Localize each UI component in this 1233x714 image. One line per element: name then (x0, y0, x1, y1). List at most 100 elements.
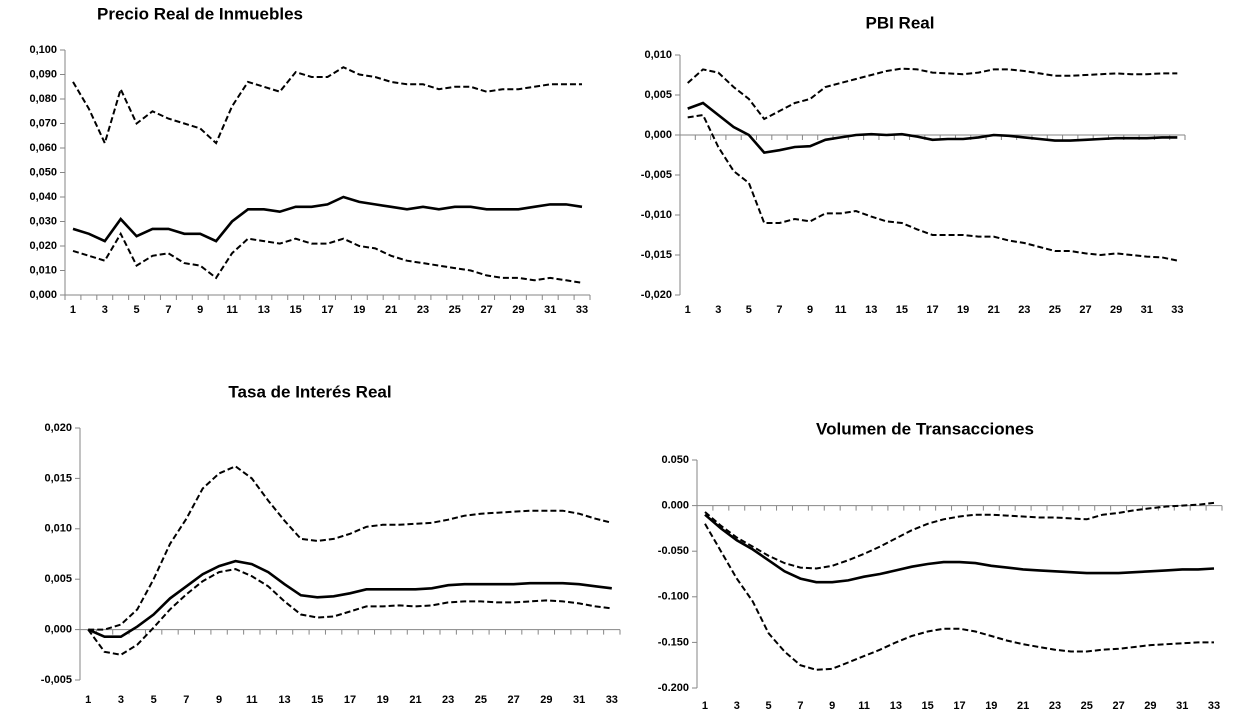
x-tick-label: 23 (1049, 700, 1061, 712)
x-tick-label: 3 (118, 694, 124, 706)
y-tick-label: 0,080 (29, 93, 57, 105)
series-line (687, 113, 1178, 262)
x-tick-label: 17 (344, 694, 356, 706)
x-tick-label: 15 (922, 700, 934, 712)
x-tick-label: 25 (449, 304, 461, 316)
x-tick-label: 33 (576, 304, 588, 316)
chart-title: Precio Real de Inmuebles (97, 4, 303, 23)
chart-title: Tasa de Interés Real (228, 382, 391, 401)
x-tick-label: 27 (1079, 304, 1091, 316)
y-tick-label: 0,020 (29, 240, 57, 252)
y-tick-label: 0,090 (29, 68, 57, 80)
x-tick-label: 1 (702, 700, 708, 712)
chart-title: PBI Real (866, 13, 935, 32)
series-line (87, 568, 612, 656)
x-tick-label: 23 (417, 304, 429, 316)
x-tick-label: 31 (544, 304, 556, 316)
x-tick-label: 15 (290, 304, 302, 316)
y-tick-label: -0,020 (641, 289, 672, 301)
series-line (704, 501, 1215, 570)
x-tick-label: 29 (540, 694, 552, 706)
y-tick-label: -0.100 (658, 591, 689, 603)
x-tick-label: 5 (746, 304, 752, 316)
series-line (88, 465, 613, 631)
x-tick-label: 33 (1171, 304, 1183, 316)
x-tick-label: 21 (988, 304, 1000, 316)
x-tick-label: 1 (70, 304, 76, 316)
x-tick-label: 29 (1144, 700, 1156, 712)
x-tick-label: 19 (985, 700, 997, 712)
x-tick-label: 23 (1018, 304, 1030, 316)
x-tick-label: 15 (311, 694, 323, 706)
x-tick-label: 21 (385, 304, 397, 316)
series-line (72, 195, 583, 243)
x-tick-label: 17 (321, 304, 333, 316)
y-tick-label: 0,020 (44, 422, 72, 434)
x-tick-label: 27 (508, 694, 520, 706)
x-tick-label: 13 (865, 304, 877, 316)
y-tick-label: 0,070 (29, 117, 57, 129)
series-line (704, 523, 1214, 671)
x-tick-label: 9 (807, 304, 813, 316)
y-tick-label: 0,010 (44, 523, 72, 535)
y-tick-label: 0,000 (44, 624, 72, 636)
x-tick-label: 21 (1017, 700, 1029, 712)
y-tick-label: 0.000 (661, 500, 689, 512)
x-tick-label: 1 (685, 304, 691, 316)
y-tick-label: 0,050 (29, 166, 57, 178)
x-tick-label: 31 (1141, 304, 1153, 316)
x-tick-label: 17 (926, 304, 938, 316)
x-tick-label: 23 (442, 694, 454, 706)
x-tick-label: 15 (896, 304, 908, 316)
series-line (687, 101, 1178, 154)
x-tick-label: 9 (829, 700, 835, 712)
x-tick-label: 19 (353, 304, 365, 316)
y-tick-label: -0.200 (658, 682, 689, 694)
x-tick-label: 1 (85, 694, 91, 706)
x-tick-label: 25 (475, 694, 487, 706)
y-tick-label: -0,010 (641, 209, 672, 221)
x-tick-label: 9 (197, 304, 203, 316)
x-tick-label: 7 (776, 304, 782, 316)
y-tick-label: 0,010 (29, 264, 57, 276)
x-tick-label: 11 (226, 304, 238, 316)
x-tick-label: 5 (134, 304, 140, 316)
y-tick-label: -0,005 (41, 674, 72, 686)
y-tick-label: 0,040 (29, 191, 57, 203)
x-tick-label: 9 (216, 694, 222, 706)
x-tick-label: 7 (183, 694, 189, 706)
x-tick-label: 21 (409, 694, 421, 706)
x-tick-label: 11 (835, 304, 847, 316)
y-tick-label: 0.050 (661, 454, 689, 466)
x-tick-label: 27 (480, 304, 492, 316)
y-tick-label: 0,030 (29, 215, 57, 227)
y-tick-label: 0,015 (44, 472, 72, 484)
x-tick-label: 3 (102, 304, 108, 316)
x-tick-label: 27 (1112, 700, 1124, 712)
x-tick-label: 5 (151, 694, 157, 706)
x-tick-label: 29 (512, 304, 524, 316)
x-tick-label: 3 (715, 304, 721, 316)
x-tick-label: 7 (165, 304, 171, 316)
series-line (687, 67, 1178, 121)
y-tick-label: 0,005 (44, 573, 72, 585)
x-tick-label: 25 (1049, 304, 1061, 316)
x-tick-label: 13 (890, 700, 902, 712)
x-tick-label: 25 (1081, 700, 1093, 712)
y-tick-label: -0,005 (641, 169, 672, 181)
x-tick-label: 31 (1176, 700, 1188, 712)
y-tick-label: 0,005 (644, 89, 672, 101)
x-tick-label: 33 (1208, 700, 1220, 712)
x-tick-label: 17 (953, 700, 965, 712)
x-tick-label: 3 (734, 700, 740, 712)
x-tick-label: 7 (797, 700, 803, 712)
x-tick-label: 31 (573, 694, 585, 706)
y-tick-label: -0,015 (641, 249, 672, 261)
series-line (87, 559, 612, 639)
y-tick-label: 0,000 (29, 289, 57, 301)
x-tick-label: 13 (278, 694, 290, 706)
chart-title: Volumen de Transacciones (816, 419, 1034, 438)
y-tick-label: -0.150 (658, 636, 689, 648)
x-tick-label: 11 (858, 700, 870, 712)
